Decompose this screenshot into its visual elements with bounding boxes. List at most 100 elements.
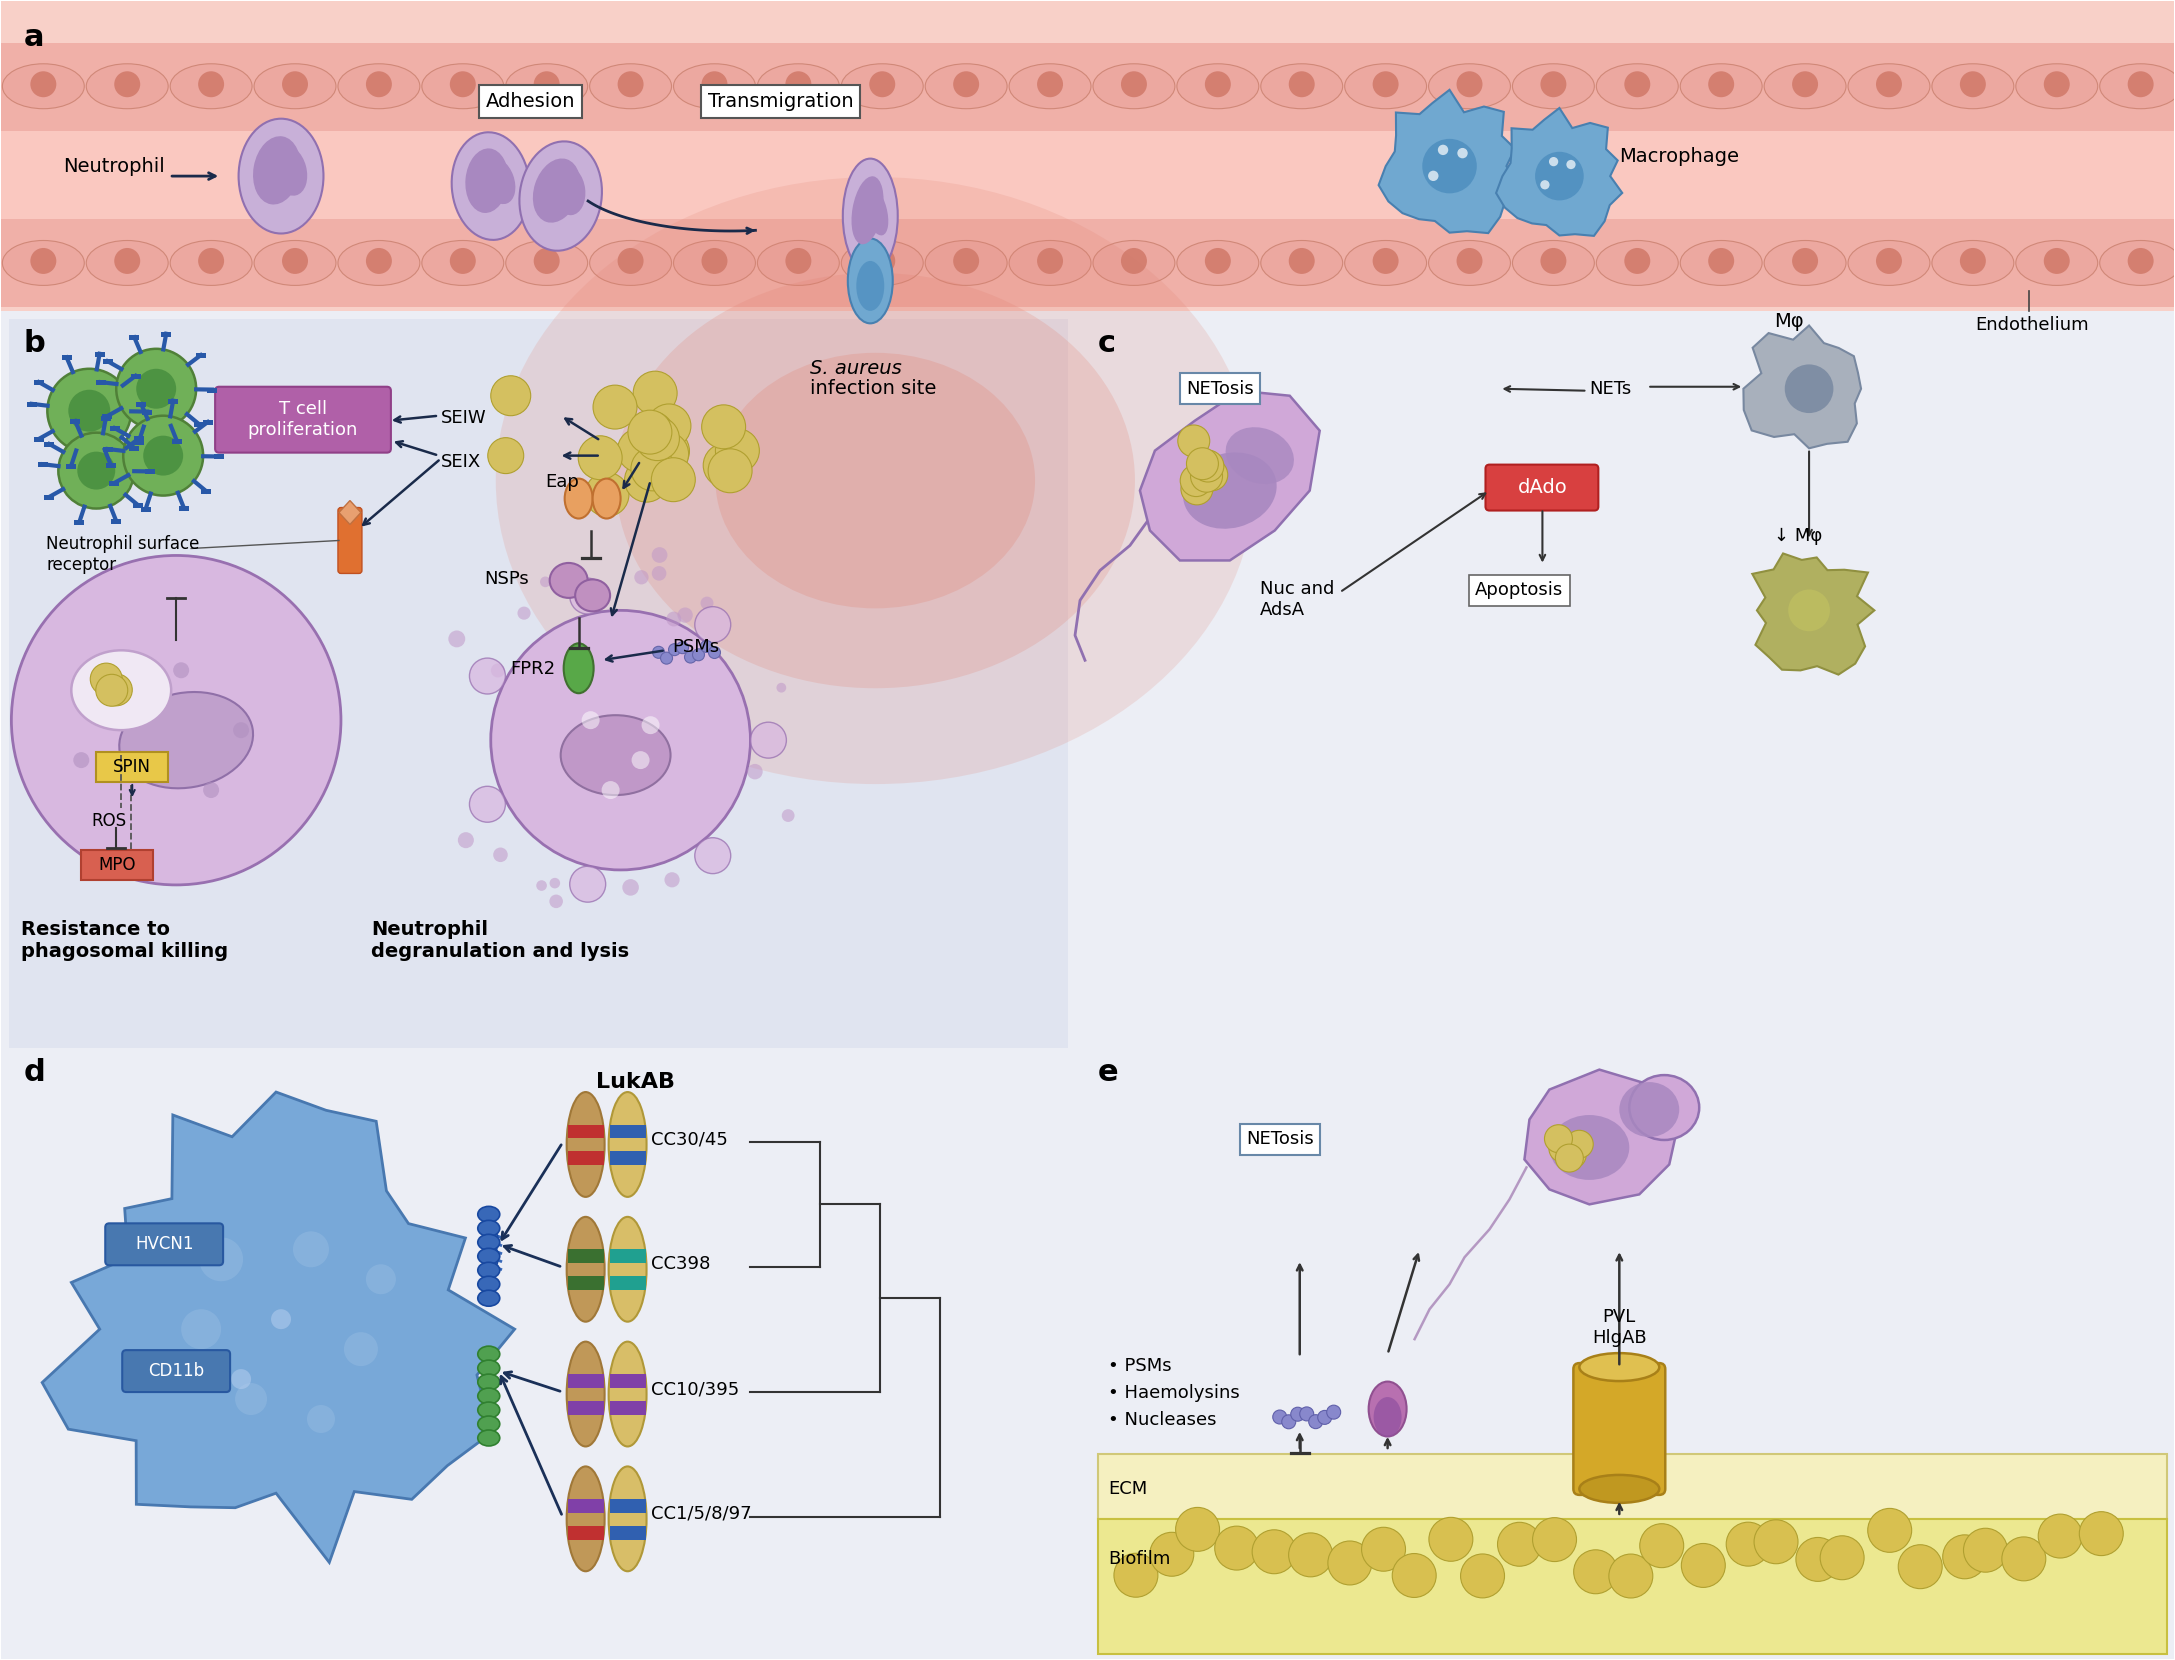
FancyBboxPatch shape <box>1486 465 1599 511</box>
Bar <box>74 520 85 525</box>
Circle shape <box>1196 458 1227 491</box>
FancyBboxPatch shape <box>337 508 361 573</box>
Circle shape <box>483 1238 498 1252</box>
Bar <box>35 380 44 385</box>
Circle shape <box>483 1247 498 1260</box>
Ellipse shape <box>337 63 420 108</box>
Ellipse shape <box>520 141 602 251</box>
Circle shape <box>646 403 692 448</box>
Ellipse shape <box>844 159 898 274</box>
Circle shape <box>629 410 672 455</box>
Circle shape <box>1462 1554 1505 1599</box>
Text: Mφ: Mφ <box>1775 312 1803 330</box>
Circle shape <box>1318 1411 1331 1424</box>
Circle shape <box>703 405 746 448</box>
Circle shape <box>594 385 637 428</box>
Circle shape <box>235 1383 268 1414</box>
Circle shape <box>1288 1532 1333 1577</box>
Bar <box>609 1499 646 1512</box>
Circle shape <box>1786 365 1834 413</box>
Polygon shape <box>1744 325 1862 448</box>
Bar <box>100 415 111 420</box>
Bar <box>609 1250 646 1263</box>
Circle shape <box>1272 1409 1288 1424</box>
Ellipse shape <box>609 1341 646 1446</box>
Circle shape <box>1540 247 1566 274</box>
Circle shape <box>1037 247 1064 274</box>
Circle shape <box>518 606 531 619</box>
Bar <box>130 374 141 378</box>
Ellipse shape <box>252 136 300 204</box>
Ellipse shape <box>757 241 840 286</box>
Text: degranulation and lysis: degranulation and lysis <box>372 941 629 961</box>
Bar <box>102 447 113 452</box>
Text: Neutrophil: Neutrophil <box>372 920 487 940</box>
Circle shape <box>550 878 561 888</box>
Ellipse shape <box>1681 63 1762 108</box>
Text: NETosis: NETosis <box>1246 1130 1314 1149</box>
Bar <box>194 422 204 427</box>
Circle shape <box>1964 1529 2008 1572</box>
Text: CC1/5/8/97: CC1/5/8/97 <box>650 1506 750 1522</box>
Ellipse shape <box>1849 63 1929 108</box>
Circle shape <box>200 1237 244 1282</box>
Text: • Nucleases: • Nucleases <box>1107 1411 1216 1429</box>
Ellipse shape <box>533 158 581 222</box>
Text: CC10/395: CC10/395 <box>650 1379 740 1398</box>
Circle shape <box>1309 1414 1322 1429</box>
Ellipse shape <box>1596 63 1679 108</box>
Ellipse shape <box>507 63 587 108</box>
Polygon shape <box>1379 90 1520 232</box>
Circle shape <box>646 428 689 473</box>
Circle shape <box>198 247 224 274</box>
Circle shape <box>533 247 559 274</box>
Ellipse shape <box>674 63 755 108</box>
Ellipse shape <box>568 1092 605 1197</box>
Circle shape <box>618 428 661 471</box>
Ellipse shape <box>1620 1082 1679 1137</box>
Polygon shape <box>1753 553 1875 674</box>
Ellipse shape <box>478 1388 500 1404</box>
Text: FPR2: FPR2 <box>511 661 557 679</box>
Circle shape <box>1960 247 1986 274</box>
Ellipse shape <box>478 1235 500 1250</box>
Text: c: c <box>1098 329 1116 359</box>
Circle shape <box>78 452 115 490</box>
Ellipse shape <box>1368 1381 1407 1436</box>
Circle shape <box>2044 71 2071 98</box>
Circle shape <box>48 369 130 453</box>
Ellipse shape <box>552 166 585 216</box>
Circle shape <box>450 247 476 274</box>
Bar <box>1098 1519 2166 1653</box>
Ellipse shape <box>550 563 587 598</box>
Ellipse shape <box>465 148 509 212</box>
Polygon shape <box>1496 108 1623 236</box>
Ellipse shape <box>170 241 252 286</box>
Ellipse shape <box>478 1220 500 1237</box>
Ellipse shape <box>254 241 335 286</box>
Circle shape <box>1544 1125 1573 1152</box>
Circle shape <box>115 349 196 428</box>
Text: MPO: MPO <box>98 857 137 873</box>
Bar <box>146 470 154 475</box>
Circle shape <box>1037 71 1064 98</box>
Circle shape <box>2038 1514 2081 1559</box>
Circle shape <box>700 641 713 652</box>
Bar <box>568 1250 605 1263</box>
Ellipse shape <box>674 241 755 286</box>
Circle shape <box>448 631 465 647</box>
Circle shape <box>459 832 474 848</box>
Text: Neutrophil: Neutrophil <box>63 156 165 176</box>
Circle shape <box>570 578 605 614</box>
Ellipse shape <box>337 241 420 286</box>
Ellipse shape <box>2016 241 2097 286</box>
Ellipse shape <box>1931 241 2014 286</box>
Bar <box>609 1124 646 1139</box>
Text: CD11b: CD11b <box>148 1363 204 1379</box>
Ellipse shape <box>757 63 840 108</box>
Ellipse shape <box>568 1341 605 1446</box>
Ellipse shape <box>1177 241 1259 286</box>
Text: phagosomal killing: phagosomal killing <box>22 941 228 961</box>
Bar <box>80 850 152 880</box>
Ellipse shape <box>1094 63 1175 108</box>
